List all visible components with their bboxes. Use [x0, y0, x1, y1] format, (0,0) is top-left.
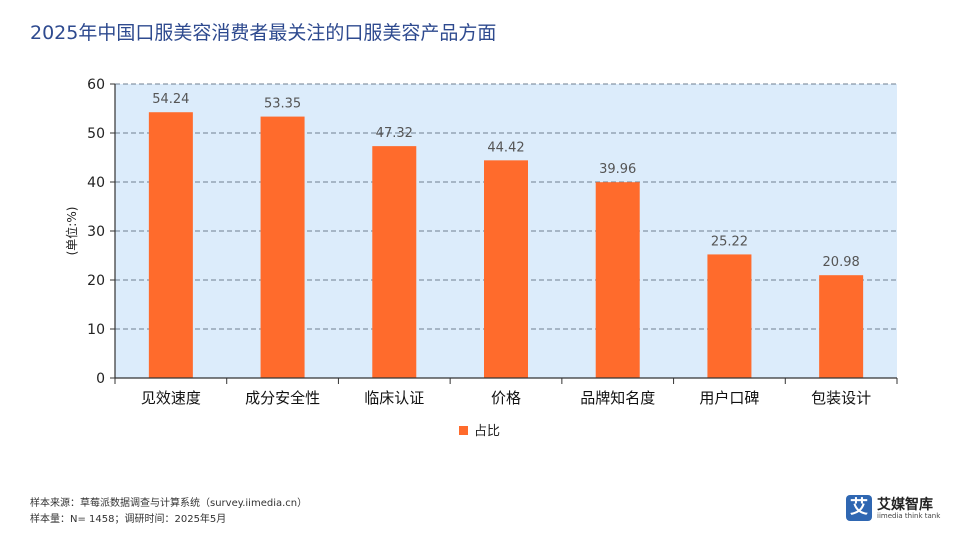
- bar: [707, 254, 752, 378]
- x-tick-label: 成分安全性: [245, 389, 320, 407]
- y-tick-label: 10: [87, 322, 105, 338]
- x-tick-label: 临床认证: [364, 389, 424, 407]
- legend-label: 占比: [474, 424, 500, 439]
- x-axis-ticks: 见效速度 成分安全性 临床认证 价格 品牌知名度 用户口碑 包装设计: [114, 378, 898, 407]
- y-tick-label: 50: [87, 126, 105, 142]
- y-tick-label: 20: [87, 273, 105, 289]
- x-tick-label: 品牌知名度: [580, 389, 655, 407]
- x-tick-label: 见效速度: [141, 389, 201, 407]
- value-label: 47.32: [376, 126, 413, 141]
- value-label: 54.24: [152, 92, 189, 107]
- bar: [148, 112, 193, 378]
- value-label: 44.42: [487, 140, 524, 155]
- y-axis-label: (单位:%): [64, 207, 79, 256]
- x-tick-label: 包装设计: [811, 389, 871, 407]
- value-labels-group: 54.24 53.35 47.32 44.42 39.96 25.22 20.98: [152, 92, 860, 270]
- grid-lines: [115, 83, 897, 330]
- source-note: 样本来源：草莓派数据调查与计算系统（survey.iimedia.cn）: [30, 498, 308, 509]
- bar: [819, 275, 864, 378]
- bar-chart: 54.24 53.35 47.32 44.42 39.96 25.22 20.98 0 10 2…: [64, 77, 898, 439]
- bar: [595, 182, 640, 378]
- bar: [484, 160, 528, 378]
- value-label: 39.96: [599, 162, 636, 177]
- x-tick-label: 价格: [491, 389, 521, 407]
- y-tick-label: 60: [87, 77, 105, 93]
- y-tick-label: 40: [87, 175, 105, 191]
- logo-name: 艾媒智库: [877, 497, 933, 513]
- logo-subtitle: iimedia think tank: [877, 512, 941, 520]
- x-tick-label: 用户口碑: [699, 389, 759, 407]
- y-axis-ticks: 0 10 20 30 40 50 60: [87, 77, 115, 387]
- legend: 占比: [459, 424, 500, 439]
- value-label: 20.98: [823, 255, 860, 270]
- bar: [260, 116, 305, 379]
- y-tick-label: 0: [96, 371, 105, 387]
- value-label: 53.35: [264, 97, 301, 112]
- bars-group: [148, 112, 864, 379]
- value-label: 25.22: [711, 234, 748, 249]
- legend-swatch: [459, 426, 468, 435]
- iimedia-logo-icon: 艾: [846, 495, 872, 521]
- page-title: 2025年中国口服美容消费者最关注的口服美容产品方面: [30, 22, 497, 44]
- bar: [372, 146, 417, 378]
- sample-note: 样本量：N= 1458；调研时间：2025年5月: [30, 514, 227, 525]
- y-tick-label: 30: [87, 224, 105, 240]
